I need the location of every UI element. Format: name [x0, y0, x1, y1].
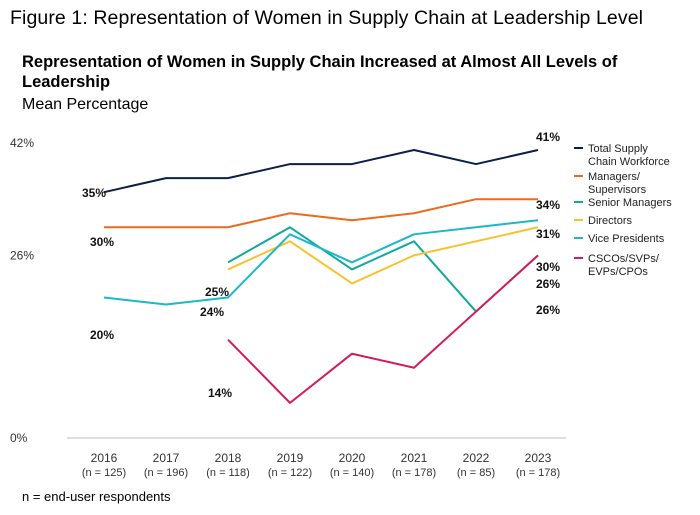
x-tick-label: 2018 [215, 451, 242, 465]
legend-label: Senior Managers [588, 197, 672, 209]
x-tick-sublabel: (n = 178) [392, 467, 436, 479]
data-label: 30% [90, 235, 114, 249]
data-label: 14% [208, 386, 232, 400]
legend-label: Managers/Supervisors [588, 171, 647, 196]
legend-label: CSCOs/SVPs/EVPs/CPOs [588, 253, 660, 278]
data-label: 26% [536, 303, 560, 317]
x-tick-label: 2021 [401, 451, 428, 465]
figure-title: Figure 1: Representation of Women in Sup… [10, 7, 644, 29]
data-label: 41% [536, 130, 560, 144]
x-tick-sublabel: (n = 125) [82, 467, 126, 479]
data-label: 25% [205, 285, 229, 299]
x-tick-sublabel: (n = 122) [268, 467, 312, 479]
series-line-4 [103, 219, 539, 306]
y-tick-label: 26% [10, 248, 34, 262]
x-tick-label: 2019 [277, 451, 304, 465]
data-label: 35% [82, 186, 106, 200]
x-tick-label: 2023 [525, 451, 552, 465]
series-line-1 [104, 198, 538, 229]
series-line-5 [227, 254, 539, 404]
legend-label: Vice Presidents [588, 233, 665, 245]
x-tick-sublabel: (n = 140) [330, 467, 374, 479]
x-tick-label: 2020 [339, 451, 366, 465]
y-tick-label: 0% [10, 431, 28, 445]
data-label: 24% [200, 305, 224, 319]
x-tick-label: 2016 [91, 451, 118, 465]
data-label: 30% [536, 260, 560, 274]
x-tick-sublabel: (n = 85) [457, 467, 495, 479]
data-label: 26% [536, 277, 560, 291]
x-tick-label: 2017 [153, 451, 180, 465]
y-tick-label: 42% [10, 136, 34, 150]
x-tick-label: 2022 [463, 451, 490, 465]
x-tick-sublabel: (n = 178) [516, 467, 560, 479]
data-label: 20% [90, 328, 114, 342]
footnote: n = end-user respondents [22, 489, 171, 504]
data-label: 31% [536, 227, 560, 241]
legend-label: Total Supply Chain Workforce [588, 143, 670, 168]
chart-title: Representation of Women in Supply Chain … [22, 53, 618, 91]
legend-label: Directors [588, 215, 633, 227]
chart-subtitle: Mean Percentage [22, 96, 149, 113]
x-tick-sublabel: (n = 118) [206, 467, 250, 479]
series-line-0 [103, 149, 539, 194]
data-label: 34% [536, 198, 560, 212]
x-tick-sublabel: (n = 196) [144, 467, 188, 479]
